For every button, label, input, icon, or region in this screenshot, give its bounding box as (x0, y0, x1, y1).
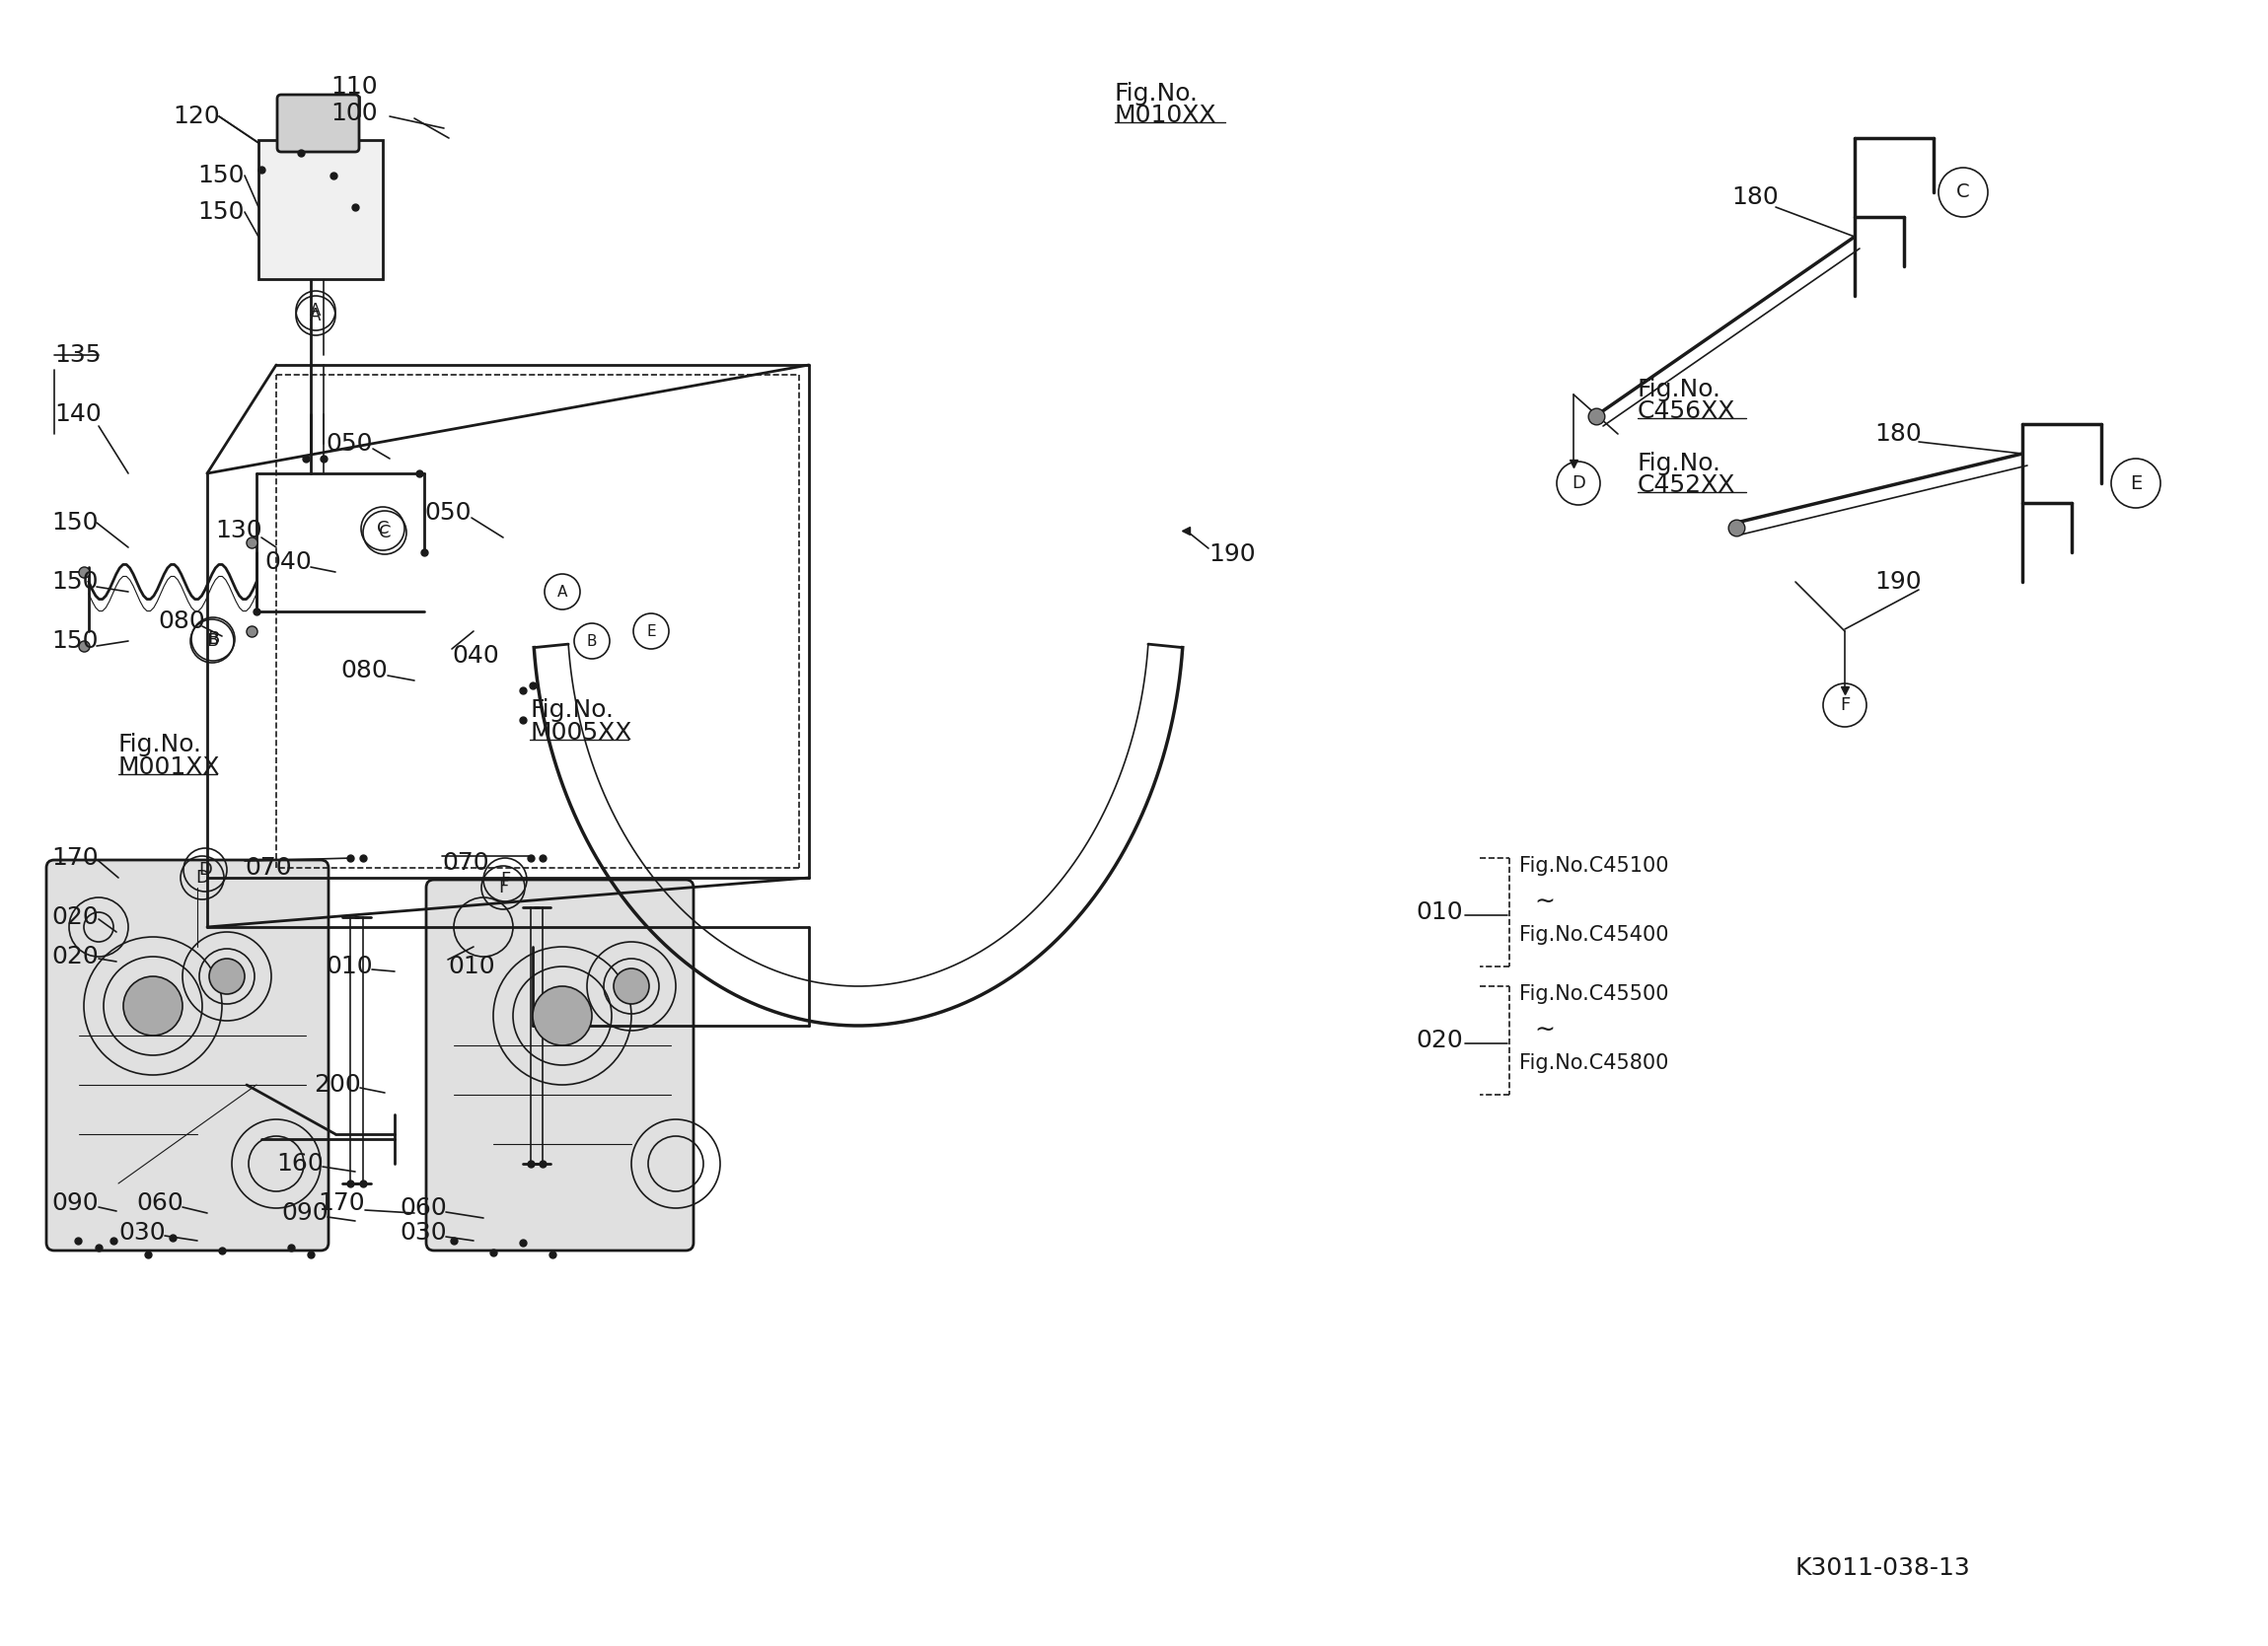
Text: ∼: ∼ (1533, 890, 1556, 914)
Text: 180: 180 (1873, 421, 1921, 446)
Text: 160: 160 (277, 1152, 324, 1175)
Text: ∼: ∼ (1533, 1019, 1556, 1042)
Text: 200: 200 (313, 1073, 361, 1096)
Text: D: D (197, 861, 211, 879)
Text: M005XX: M005XX (531, 721, 633, 744)
Text: 190: 190 (1209, 543, 1256, 566)
Text: 010: 010 (1415, 900, 1463, 923)
FancyBboxPatch shape (259, 140, 383, 280)
Text: A: A (311, 301, 322, 319)
Text: 190: 190 (1873, 570, 1921, 594)
Text: 090: 090 (281, 1202, 329, 1225)
FancyBboxPatch shape (45, 859, 329, 1251)
Text: 070: 070 (245, 856, 293, 879)
Text: Fig.No.: Fig.No. (1116, 82, 1198, 105)
Text: 150: 150 (197, 163, 245, 188)
Text: 180: 180 (1730, 186, 1778, 209)
Text: 020: 020 (52, 945, 98, 968)
FancyBboxPatch shape (277, 95, 358, 151)
Text: 050: 050 (327, 431, 372, 456)
Text: 150: 150 (52, 570, 98, 594)
Circle shape (209, 958, 245, 994)
Text: C: C (376, 520, 388, 538)
Text: Fig.No.C45500: Fig.No.C45500 (1520, 984, 1669, 1004)
Text: 060: 060 (399, 1197, 447, 1220)
Text: 080: 080 (159, 609, 204, 634)
Text: 150: 150 (52, 510, 98, 535)
Text: 150: 150 (197, 201, 245, 224)
Text: 070: 070 (442, 851, 490, 874)
Text: Fig.No.: Fig.No. (1637, 377, 1721, 402)
Text: D: D (195, 869, 209, 887)
Text: 140: 140 (54, 402, 102, 426)
Text: Fig.No.: Fig.No. (531, 698, 615, 723)
Circle shape (533, 986, 592, 1045)
Text: 030: 030 (399, 1221, 447, 1244)
Text: 130: 130 (215, 518, 263, 543)
Text: 060: 060 (136, 1192, 184, 1215)
Text: 020: 020 (52, 905, 98, 928)
Text: C: C (1957, 183, 1971, 202)
Text: 120: 120 (172, 105, 220, 128)
Text: 010: 010 (327, 955, 372, 978)
Text: 150: 150 (52, 629, 98, 653)
Text: 010: 010 (447, 955, 494, 978)
Text: F: F (499, 871, 510, 889)
Text: B: B (206, 632, 218, 650)
Text: Fig.No.: Fig.No. (118, 732, 202, 757)
Text: F: F (499, 879, 508, 897)
Text: 100: 100 (331, 102, 376, 125)
Text: 135: 135 (54, 344, 102, 367)
Text: 110: 110 (331, 76, 376, 99)
Text: C456XX: C456XX (1637, 400, 1735, 423)
Text: E: E (2130, 474, 2141, 492)
Text: C452XX: C452XX (1637, 474, 1735, 497)
Text: Fig.No.C45800: Fig.No.C45800 (1520, 1053, 1669, 1073)
Circle shape (615, 968, 649, 1004)
Text: A: A (558, 584, 567, 599)
Text: Fig.No.: Fig.No. (1637, 451, 1721, 476)
FancyBboxPatch shape (426, 879, 694, 1251)
Text: Fig.No.C45400: Fig.No.C45400 (1520, 925, 1669, 945)
Text: A: A (311, 306, 322, 324)
Text: 080: 080 (340, 658, 388, 683)
Text: 170: 170 (318, 1192, 365, 1215)
Text: 050: 050 (424, 500, 472, 525)
Circle shape (122, 976, 181, 1035)
Text: B: B (206, 630, 220, 649)
Text: Fig.No.C45100: Fig.No.C45100 (1520, 856, 1669, 876)
Text: 170: 170 (52, 846, 98, 869)
Text: 040: 040 (451, 644, 499, 668)
Text: C: C (379, 523, 390, 542)
Text: 020: 020 (1415, 1029, 1463, 1052)
Text: 090: 090 (52, 1192, 98, 1215)
Text: 040: 040 (265, 550, 311, 574)
Text: F: F (1839, 696, 1851, 714)
Text: D: D (1572, 474, 1585, 492)
Text: B: B (587, 634, 596, 649)
Text: K3011-038-13: K3011-038-13 (1796, 1555, 1971, 1580)
Text: E: E (646, 624, 655, 639)
Text: M001XX: M001XX (118, 756, 220, 779)
Text: M010XX: M010XX (1116, 104, 1218, 127)
Text: 030: 030 (118, 1221, 166, 1244)
